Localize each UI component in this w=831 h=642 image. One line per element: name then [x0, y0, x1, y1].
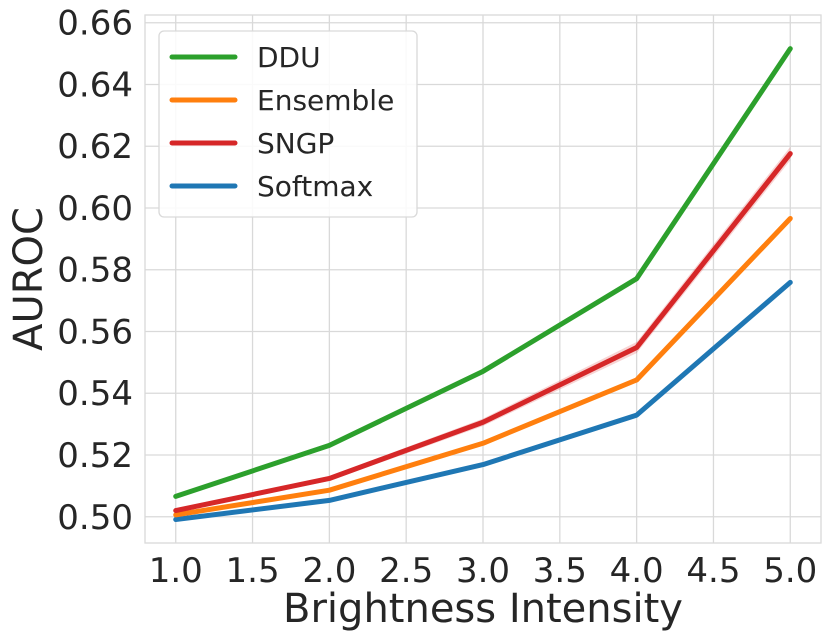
- x-tick-label: 2.5: [379, 551, 433, 591]
- x-tick-label: 1.5: [226, 551, 280, 591]
- y-tick-label: 0.56: [57, 312, 133, 352]
- softmax-series-line: [173, 279, 793, 523]
- legend-label-sngp: SNGP: [257, 127, 334, 160]
- x-tick-label: 3.0: [456, 551, 510, 591]
- x-axis-title: Brightness Intensity: [283, 586, 683, 632]
- ensemble-series-line: [173, 215, 793, 518]
- grid-lines: [145, 15, 821, 543]
- plot-frame: [144, 14, 822, 544]
- ddu-series-line: [173, 46, 793, 499]
- y-tick-label: 0.66: [57, 4, 133, 44]
- y-axis-title: AUROC: [6, 207, 52, 351]
- legend: DDU Ensemble SNGP Softmax: [158, 30, 418, 218]
- y-tick-label: 0.52: [57, 436, 133, 476]
- legend-label-softmax: Softmax: [257, 170, 373, 203]
- y-tick-label: 0.50: [57, 498, 133, 538]
- y-tick-label: 0.62: [57, 127, 133, 167]
- legend-label-ddu: DDU: [257, 41, 321, 74]
- y-tick-labels: 0.50 0.52 0.54 0.56 0.58 0.60 0.62 0.64 0.66: [57, 4, 133, 538]
- y-tick-label: 0.64: [57, 65, 133, 105]
- x-tick-label: 4.5: [686, 551, 740, 591]
- x-tick-label: 2.0: [302, 551, 356, 591]
- y-tick-label: 0.60: [57, 189, 133, 229]
- x-tick-label: 1.0: [149, 551, 203, 591]
- x-tick-label: 5.0: [763, 551, 817, 591]
- y-tick-label: 0.58: [57, 251, 133, 291]
- sngp-series-line: [173, 151, 793, 514]
- series-lines: [173, 46, 793, 523]
- legend-label-ensemble: Ensemble: [257, 84, 394, 117]
- legend-box: [158, 30, 418, 218]
- x-tick-label: 3.5: [533, 551, 587, 591]
- y-tick-label: 0.54: [57, 374, 133, 414]
- x-tick-label: 4.0: [610, 551, 664, 591]
- x-tick-labels: 1.0 1.5 2.0 2.5 3.0 3.5 4.0 4.5 5.0: [149, 551, 818, 591]
